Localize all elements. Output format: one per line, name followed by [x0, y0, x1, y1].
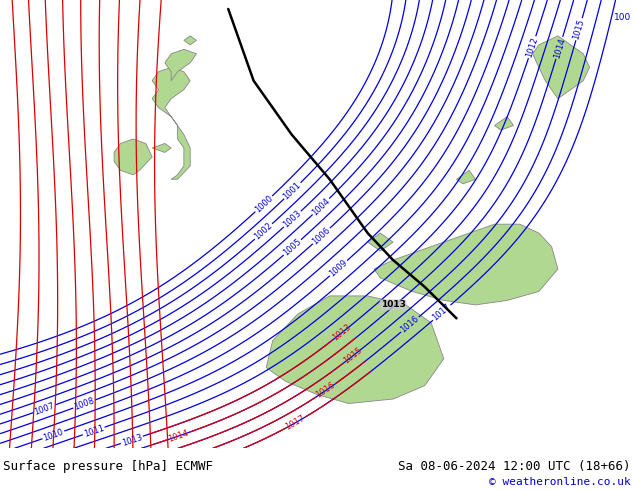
Text: 1004: 1004 — [310, 196, 332, 217]
Text: 1007: 1007 — [33, 401, 56, 416]
Text: 1013: 1013 — [120, 432, 143, 447]
Polygon shape — [368, 233, 393, 251]
Text: 1003: 1003 — [281, 209, 303, 230]
Text: 1006: 1006 — [311, 225, 332, 246]
Text: 1010: 1010 — [42, 427, 65, 442]
Polygon shape — [533, 36, 590, 98]
Text: 1005: 1005 — [281, 237, 303, 258]
Text: 1014: 1014 — [167, 428, 190, 443]
Text: Sa 08-06-2024 12:00 UTC (18+66): Sa 08-06-2024 12:00 UTC (18+66) — [398, 460, 631, 473]
Text: Surface pressure [hPa] ECMWF: Surface pressure [hPa] ECMWF — [3, 460, 213, 473]
Polygon shape — [165, 49, 197, 81]
Text: 1016: 1016 — [399, 314, 421, 335]
Polygon shape — [266, 296, 444, 404]
Text: 1008: 1008 — [73, 396, 96, 412]
Text: 1002: 1002 — [253, 221, 275, 242]
Polygon shape — [114, 139, 152, 175]
Text: 1009: 1009 — [328, 258, 349, 278]
Text: © weatheronline.co.uk: © weatheronline.co.uk — [489, 477, 631, 487]
Text: 1015: 1015 — [342, 346, 364, 366]
Text: 1011: 1011 — [82, 423, 105, 439]
Text: 1017: 1017 — [430, 302, 453, 323]
Polygon shape — [495, 117, 514, 130]
Polygon shape — [152, 67, 190, 179]
Text: 1013: 1013 — [380, 300, 406, 309]
Text: 1015: 1015 — [572, 18, 586, 41]
Text: 1016: 1016 — [314, 381, 337, 400]
Text: 1017: 1017 — [284, 414, 307, 432]
Polygon shape — [152, 144, 171, 152]
Text: 100: 100 — [614, 13, 631, 23]
Text: 1014: 1014 — [552, 37, 567, 59]
Text: 1000: 1000 — [253, 194, 275, 214]
Text: 1012: 1012 — [524, 36, 540, 59]
Polygon shape — [374, 224, 558, 305]
Polygon shape — [184, 36, 197, 45]
Polygon shape — [456, 171, 476, 184]
Text: 1001: 1001 — [281, 180, 303, 201]
Text: 1013: 1013 — [331, 322, 353, 343]
